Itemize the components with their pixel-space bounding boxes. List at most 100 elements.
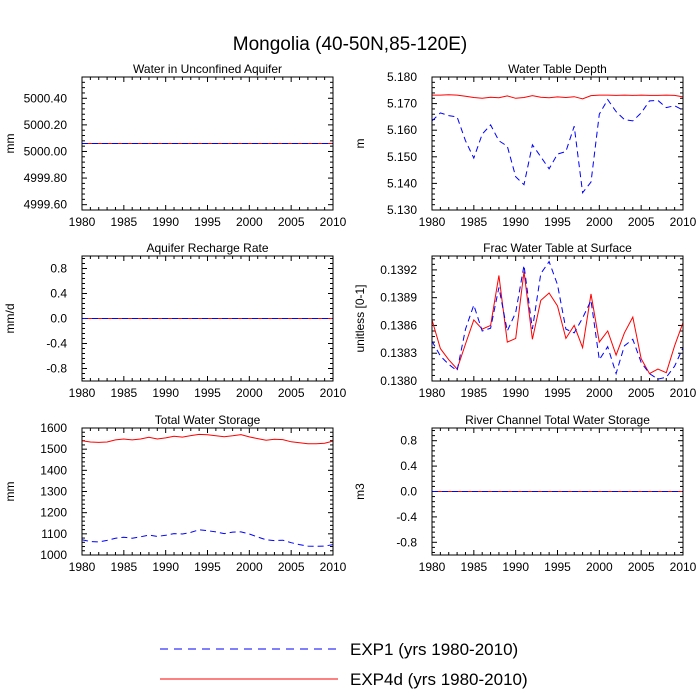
x-tick-label: 1980 [419,386,446,400]
y-tick-label: 1200 [40,506,67,520]
y-tick-label: 0.0 [50,312,67,326]
y-tick-label: -0.4 [396,510,417,524]
y-axis-label: mm [3,482,17,502]
chart-title: Water Table Depth [508,62,607,76]
chart-title: Frac Water Table at Surface [483,241,632,255]
x-tick-label: 1995 [544,215,571,229]
y-tick-label: 5000.40 [24,91,68,105]
y-axis-label: mm/d [3,304,17,334]
y-tick-label: 5000.20 [24,118,68,132]
x-tick-label: 1985 [460,215,487,229]
y-tick-label: 5.130 [387,203,417,217]
x-tick-label: 1980 [69,215,96,229]
y-tick-label: 0.1389 [380,291,417,305]
y-tick-label: 0.1383 [380,346,417,360]
y-tick-label: 0.1386 [380,318,417,332]
x-tick-label: 1980 [419,560,446,574]
x-tick-label: 1985 [110,560,137,574]
chart-water-unconfined-aquifer: Water in Unconfined Aquifer mm 1980 1985 199… [3,62,347,229]
x-tick-label: 1990 [502,386,529,400]
x-tick-label: 1995 [544,386,571,400]
series-line-exp1 [82,529,333,547]
y-tick-label: 0.1380 [380,374,417,388]
y-tick-label: 0.4 [50,287,67,301]
y-axis-label: m [353,139,367,149]
x-tick-label: 1990 [502,215,529,229]
y-tick-label: 1100 [41,527,67,541]
x-tick-label: 1985 [110,215,137,229]
y-tick-label: -0.8 [396,535,417,549]
y-tick-label: 4999.60 [24,198,68,212]
y-tick-label: 0.1392 [380,263,417,277]
x-tick-label: 1990 [152,386,179,400]
x-tick-label: 2000 [236,386,263,400]
x-tick-label: 1985 [460,386,487,400]
x-tick-label: 1995 [194,386,221,400]
figure-title: Mongolia (40-50N,85-120E) [233,34,467,55]
y-tick-label: 4999.80 [24,171,68,185]
y-tick-label: 5.150 [387,150,417,164]
y-tick-label: 1600 [40,421,67,435]
x-tick-label: 2010 [670,215,697,229]
plot-frame [431,76,684,211]
x-tick-label: 1995 [194,215,221,229]
x-tick-label: 2000 [586,386,613,400]
x-tick-label: 1990 [502,560,529,574]
legend: EXP1 (yrs 1980-2010) EXP4d (yrs 1980-201… [160,640,528,689]
y-tick-label: 1500 [40,442,67,456]
y-tick-label: 5000.00 [24,144,68,158]
x-tick-label: 2000 [586,560,613,574]
chart-aquifer-recharge-rate: Aquifer Recharge Rate mm/d 1980 1985 1990 199… [3,241,347,400]
x-tick-label: 2000 [586,215,613,229]
chart-frac-water-table-surface: Frac Water Table at Surface unitless [0-1… [353,241,697,400]
y-tick-label: 5.140 [387,176,417,190]
chart-panels: Water in Unconfined Aquifer mm 1980 1985 199… [3,62,697,574]
y-tick-label: 0.0 [400,485,417,499]
y-tick-label: 1300 [40,485,67,499]
legend-entry-exp4d: EXP4d (yrs 1980-2010) [160,670,528,689]
legend-label-exp4d: EXP4d (yrs 1980-2010) [350,670,528,689]
x-tick-label: 2010 [670,560,697,574]
chart-title: Aquifer Recharge Rate [146,241,268,255]
x-tick-label: 2010 [320,386,347,400]
x-tick-label: 2005 [278,560,305,574]
x-tick-label: 2010 [670,386,697,400]
y-tick-label: -0.4 [46,337,67,351]
plot-frame [81,255,334,382]
x-tick-label: 2005 [628,215,655,229]
y-tick-label: 5.180 [387,70,417,84]
x-tick-label: 2010 [320,215,347,229]
y-tick-label: 5.160 [387,123,417,137]
x-tick-label: 2000 [236,215,263,229]
y-tick-label: 0.8 [400,434,417,448]
legend-entry-exp1: EXP1 (yrs 1980-2010) [160,640,518,659]
x-tick-label: 1990 [152,560,179,574]
series-line-exp4d [82,433,333,445]
series-line-exp1 [432,98,683,194]
x-tick-label: 1985 [110,386,137,400]
x-tick-label: 2005 [628,386,655,400]
x-tick-label: 1990 [152,215,179,229]
y-tick-label: 5.170 [387,97,417,111]
chart-title: Water in Unconfined Aquifer [133,62,282,76]
x-tick-label: 1995 [544,560,571,574]
y-tick-label: 0.8 [50,262,67,276]
plot-frame [81,427,334,556]
y-tick-label: 1400 [40,463,67,477]
series-line-exp4d [432,94,683,100]
y-tick-label: 0.4 [400,459,417,473]
chart-title: River Channel Total Water Storage [465,413,650,427]
y-axis-label: unitless [0-1] [353,284,367,352]
x-tick-label: 2010 [320,560,347,574]
y-axis-label: mm [3,134,17,154]
chart-river-channel-storage: River Channel Total Water Storage m3 1980 1… [353,413,697,574]
x-tick-label: 1980 [69,386,96,400]
plot-frame [431,427,684,556]
chart-water-table-depth: Water Table Depth m 1980 1985 1990 1995 2000 20… [353,62,697,229]
x-tick-label: 2000 [236,560,263,574]
x-tick-label: 2005 [628,560,655,574]
x-tick-label: 1980 [419,215,446,229]
y-tick-label: 1000 [40,548,67,562]
series-line-exp1 [432,260,683,380]
